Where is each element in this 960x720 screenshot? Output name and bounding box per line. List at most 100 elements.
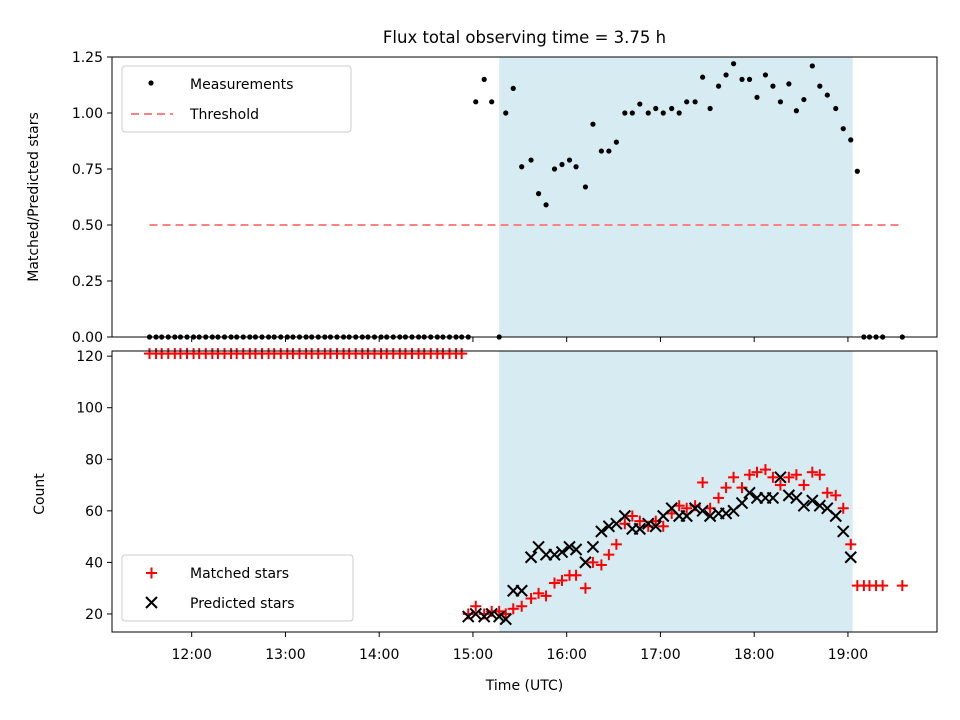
measurement-point [817,83,823,89]
count-y-tick-label: 60 [85,504,103,520]
measurement-point [503,110,509,116]
predicted-star-point [555,545,569,559]
count-y-tick-label: 40 [85,555,103,571]
measurement-point [840,126,846,132]
predicted-star-point [837,525,850,538]
measurement-point [590,121,596,127]
ratio-y-axis-label: Matched/Predicted stars [26,112,42,282]
measurement-point [684,99,690,105]
matched-star-point [806,466,818,478]
measurement-point [622,110,628,116]
matched-star-point [595,559,607,571]
count-y-tick-label: 120 [76,349,103,365]
measurement-point [786,81,792,87]
count-y-tick-label: 100 [76,401,103,417]
ratio-legend: Measurements Threshold [121,65,352,133]
measurement-point [573,164,579,170]
x-tick-label: 18:00 [734,647,774,663]
matched-star-point [697,476,709,488]
measurement-point [824,92,830,98]
matched-star-point [783,471,795,483]
predicted-star-point [602,520,616,533]
measurement-point [473,99,479,105]
predicted-star-point [719,507,733,520]
measurement-point [528,157,534,163]
measurement-point [730,61,737,67]
predicted-star-point [743,486,756,499]
matched-star-point [896,580,908,592]
predicted-star-point [563,540,576,554]
matched-star-point [877,580,889,592]
measurement-point [535,191,542,197]
measurement-point [566,157,573,163]
predicted-star-point [469,607,482,621]
predicted-star-point [579,556,592,569]
matched-star-point [830,489,842,501]
matched-star-point [845,538,857,550]
measurement-point [777,99,784,105]
predicted-star-point [462,610,475,623]
matched-star-point [610,538,622,550]
measurement-point [629,110,635,116]
matched-star-point [533,587,545,599]
matched-star-point [751,466,763,478]
predicted-star-point [524,551,538,564]
measurement-point [754,94,760,100]
x-tick-label: 15:00 [453,647,493,663]
measurement-point [559,161,565,168]
matched-star-point [525,592,537,604]
measurement-point [707,105,713,112]
count-plot-frame [111,350,938,633]
ratio-y-tick-label: 0.75 [72,162,103,178]
ratio-y-tick-label: 0.25 [72,274,103,290]
predicted-star-point [735,496,749,510]
predicted-star-point [586,540,600,554]
legend-matched-label: Matched stars [190,566,289,582]
x-tick-label: 16:00 [547,647,587,663]
predicted-star-point [797,499,811,512]
ratio-y-tick-label: 1.00 [72,106,103,122]
matched-star-point [837,502,849,514]
matched-star-point [774,479,786,491]
count-y-tick-label: 20 [85,607,103,623]
predicted-star-point [766,491,780,505]
predicted-star-point [595,525,608,538]
count-panel: 20 40 60 80 100 120 12:00 13:00 14:00 15:00 16:00… [32,348,938,694]
matched-star-point [744,469,755,481]
matched-star-point [713,492,725,504]
matched-star-point [814,469,826,481]
measurement-point [543,202,549,208]
ratio-shaded-span [499,57,853,337]
measurement-point [582,184,589,190]
measurement-point [676,110,682,116]
measurement-point [598,148,604,154]
x-tick-label: 19:00 [828,647,868,663]
count-shaded-span [499,351,853,632]
predicted-star-point [499,612,512,626]
measurement-point [723,72,729,78]
matched-star-point [759,464,771,476]
measurement-point [606,148,612,154]
measurement-point [848,137,854,143]
predicted-star-point [774,471,787,484]
measurement-point [669,105,675,112]
legend-threshold-label: Threshold [189,107,259,123]
matched-star-point [728,471,740,483]
predicted-star-point [649,520,662,533]
measurement-point [801,96,807,103]
predicted-star-point [782,489,796,502]
matched-star-point [657,520,669,532]
measurement-point [715,83,722,89]
legend-measurements-label: Measurements [190,77,293,93]
matched-star-point [603,549,615,561]
measurement-point [489,99,495,105]
ratio-plot-frame [111,56,938,338]
matched-star-point [790,469,802,481]
predicted-star-point [485,607,498,621]
measurement-point [739,76,745,82]
x-tick-label: 14:00 [359,647,399,663]
matched-star-point [516,600,528,612]
measurement-point [519,164,525,170]
matched-star-point [507,603,519,615]
